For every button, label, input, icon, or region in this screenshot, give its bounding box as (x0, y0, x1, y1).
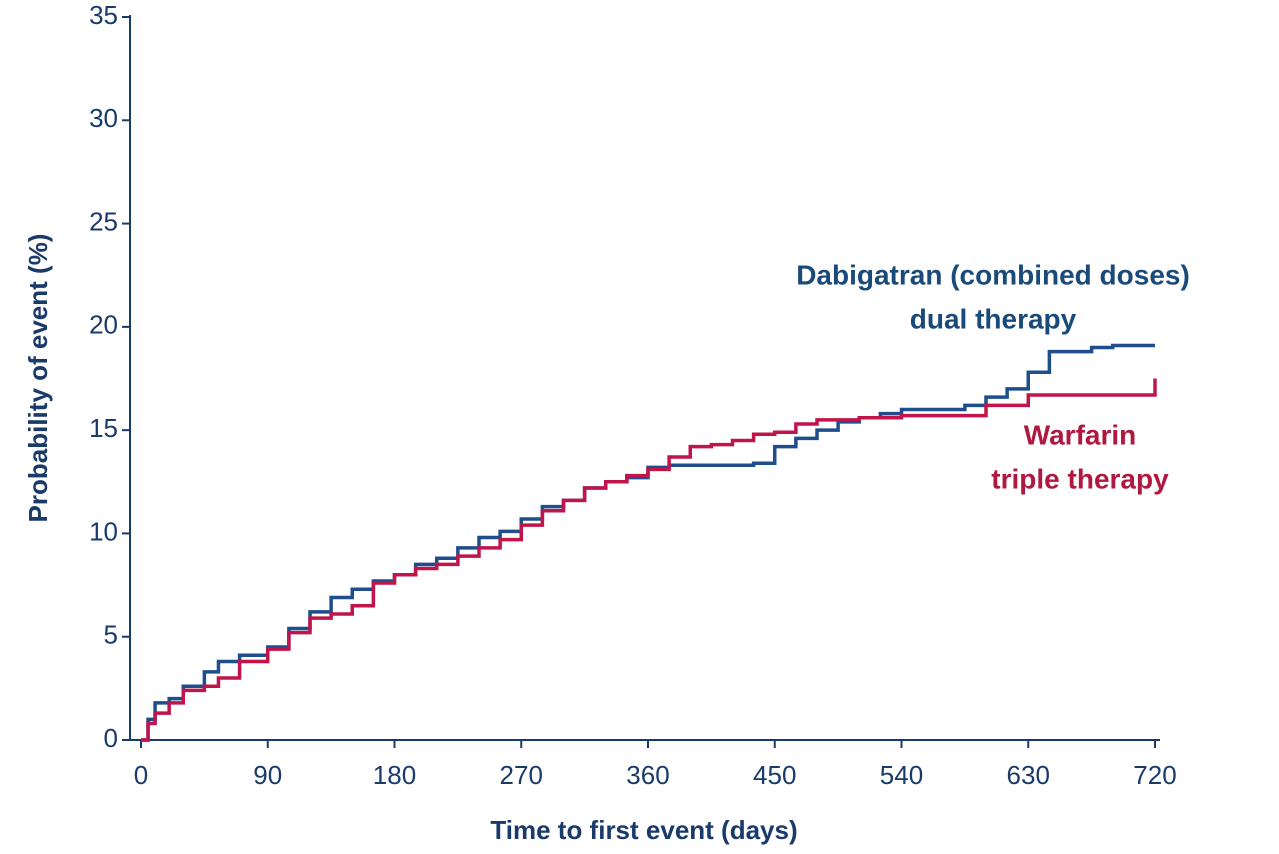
y-tick-label: 35 (89, 0, 118, 30)
x-tick-label: 720 (1133, 760, 1176, 790)
y-tick-label: 0 (104, 723, 118, 753)
y-tick-label: 10 (89, 516, 118, 546)
annotation: dual therapy (910, 303, 1077, 334)
y-tick-label: 15 (89, 413, 118, 443)
y-tick-label: 20 (89, 310, 118, 340)
annotation: Warfarin (1024, 419, 1137, 450)
series-line (141, 378, 1157, 742)
y-tick-label: 25 (89, 206, 118, 236)
x-tick-label: 450 (753, 760, 796, 790)
y-tick-label: 30 (89, 103, 118, 133)
x-tick-label: 360 (626, 760, 669, 790)
x-tick-label: 90 (253, 760, 282, 790)
y-axis-title: Probability of event (%) (23, 234, 53, 523)
x-tick-label: 180 (373, 760, 416, 790)
x-tick-label: 0 (134, 760, 148, 790)
x-tick-label: 540 (880, 760, 923, 790)
annotation: triple therapy (991, 463, 1169, 494)
x-axis-title: Time to first event (days) (490, 815, 797, 845)
x-tick-label: 630 (1007, 760, 1050, 790)
annotation: Dabigatran (combined doses) (796, 259, 1190, 290)
x-tick-label: 270 (500, 760, 543, 790)
y-tick-label: 5 (104, 620, 118, 650)
